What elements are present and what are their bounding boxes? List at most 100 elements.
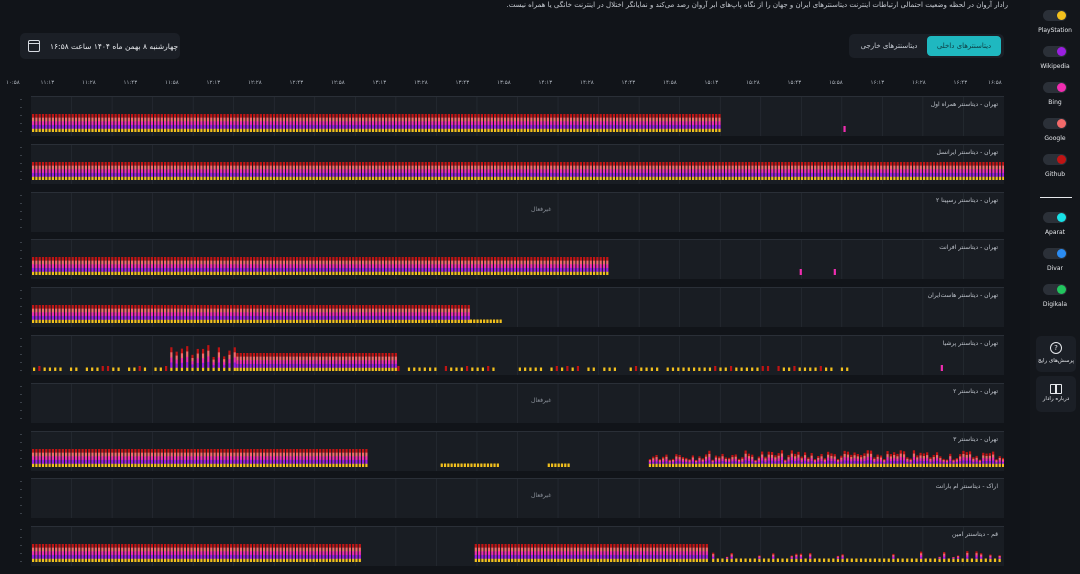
status-bar: [929, 172, 932, 177]
status-bar: [328, 363, 331, 368]
status-bar: [299, 459, 302, 464]
status-bar: [325, 319, 328, 324]
tab-foreign-datacenters[interactable]: دیتاسنترهای خارجی: [860, 42, 918, 50]
status-bar: [332, 176, 335, 180]
status-bar: [520, 268, 523, 273]
status-bar: [576, 121, 579, 126]
status-bar: [553, 121, 556, 126]
status-bar: [421, 114, 424, 118]
status-bar: [187, 161, 190, 166]
status-bar: [239, 161, 243, 166]
status-bar: [655, 128, 658, 132]
status-bar: [434, 114, 437, 118]
status-bar: [341, 363, 345, 368]
status-bar: [180, 172, 183, 177]
status-bar: [272, 308, 276, 313]
status-bar: [685, 121, 688, 126]
status-bar: [985, 172, 988, 177]
status-bar: [150, 271, 153, 276]
status-bar: [226, 316, 229, 320]
status-bar: [494, 169, 497, 173]
status-bar: [104, 128, 107, 132]
status-bar: [774, 165, 777, 170]
status-bar: [200, 463, 203, 467]
status-bar: [329, 114, 332, 118]
status-bar: [164, 308, 167, 313]
status-bar: [226, 169, 229, 173]
status-bar: [121, 114, 124, 118]
status-bar: [619, 176, 622, 180]
status-bar: [678, 165, 681, 170]
status-bar: [236, 264, 239, 269]
status-bar: [61, 308, 64, 313]
status-bar: [173, 452, 177, 457]
status-bar: [328, 360, 331, 365]
y-axis: [10, 238, 30, 278]
status-bar: [101, 114, 104, 118]
status-bar: [434, 319, 437, 324]
status-bar: [477, 261, 480, 265]
status-bar: [75, 367, 78, 371]
status-bar: [800, 169, 804, 173]
status-bar: [774, 172, 777, 177]
status-bar: [388, 257, 391, 262]
status-bar: [718, 121, 721, 126]
status-bar: [411, 308, 414, 313]
status-bar: [65, 128, 68, 132]
status-bar: [236, 353, 239, 357]
status-bar: [599, 117, 602, 122]
status-bar: [413, 367, 416, 371]
status-bar: [107, 124, 111, 129]
status-bar: [527, 114, 530, 118]
status-bar: [299, 165, 302, 170]
status-bar: [111, 165, 114, 170]
status-bar: [164, 271, 167, 276]
status-bar: [175, 367, 178, 371]
status-bar: [543, 172, 546, 177]
status-bar: [989, 169, 992, 173]
status-bar: [154, 257, 157, 262]
datacenter-row: تهران - دیتاسنتر همراه اول: [10, 95, 1004, 136]
status-bar: [599, 121, 602, 126]
status-bar: [423, 367, 426, 371]
status-bar: [378, 367, 381, 371]
status-bar: [569, 117, 573, 122]
status-bar: [170, 463, 173, 467]
status-bar: [243, 459, 246, 464]
status-bar: [104, 448, 107, 453]
status-bar: [467, 169, 470, 173]
datacenter-name: تهران - دیتاسنتر هاست‌ایران: [927, 292, 998, 300]
status-bar: [289, 121, 292, 126]
status-bar: [503, 117, 507, 122]
status-bar: [107, 176, 111, 180]
status-bar: [210, 165, 213, 170]
tab-domestic-datacenters[interactable]: دیتاسنترهای داخلی: [927, 36, 1001, 56]
status-bar: [112, 367, 115, 371]
status-bar: [299, 121, 302, 126]
status-bar: [543, 161, 546, 166]
status-bar: [45, 161, 48, 166]
status-bar: [645, 172, 648, 177]
status-bar: [249, 172, 252, 177]
status-bar: [332, 172, 335, 177]
status-bar: [140, 172, 144, 177]
status-bar: [236, 117, 239, 122]
status-bar: [131, 312, 134, 317]
status-bar: [358, 353, 361, 357]
status-bar: [279, 271, 282, 276]
status-bar: [447, 121, 450, 126]
status-bar: [434, 305, 437, 310]
status-bar: [695, 165, 698, 170]
status-bar: [530, 124, 533, 129]
status-bar: [177, 452, 180, 457]
status-bar: [744, 176, 747, 180]
status-bar: [213, 121, 216, 126]
status-bar: [434, 261, 437, 265]
status-bar: [550, 261, 553, 265]
status-bar: [533, 114, 536, 118]
date-display[interactable]: چهارشنبه ۸ بهمن ماه ۱۴۰۴ ساعت ۱۶:۵۸: [20, 33, 180, 59]
status-bar: [609, 172, 612, 177]
status-bar: [286, 257, 289, 262]
status-bar: [137, 448, 140, 453]
status-bar: [490, 172, 493, 177]
